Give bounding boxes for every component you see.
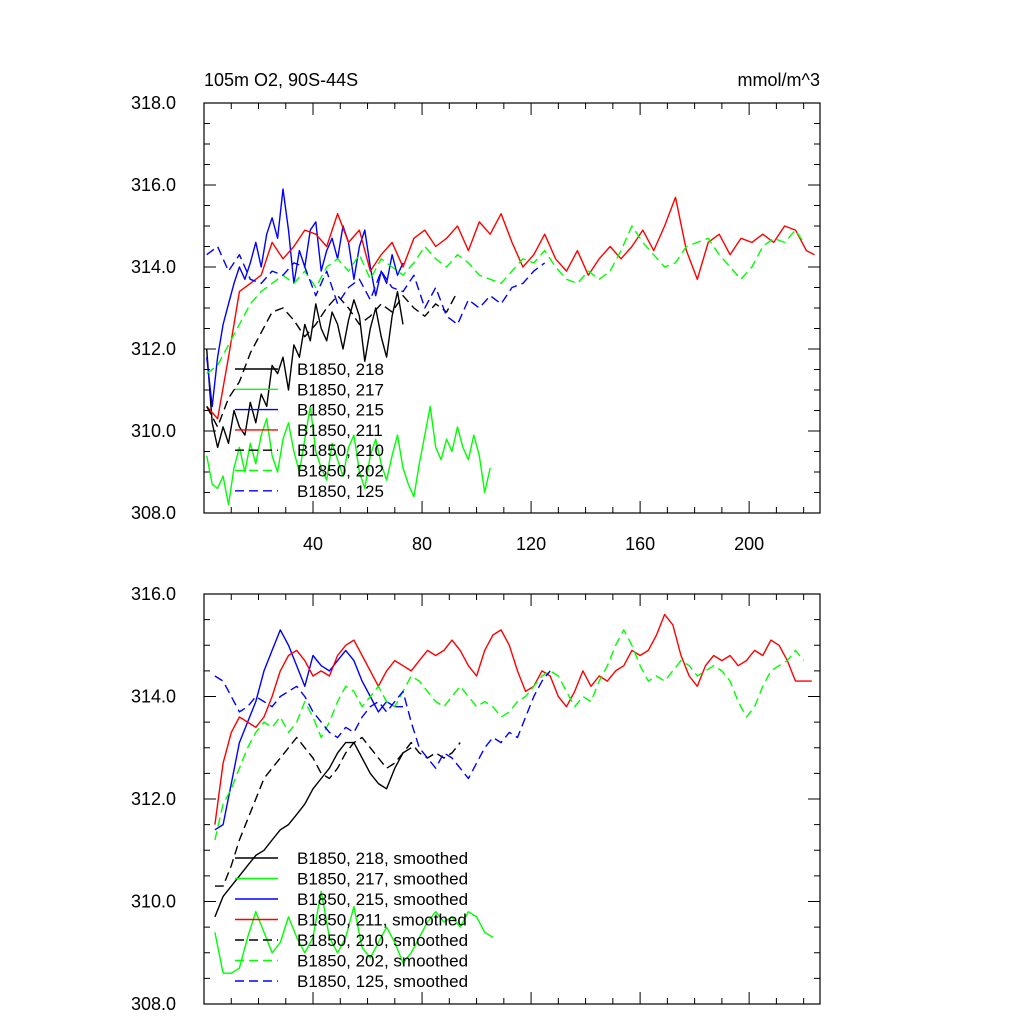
legend-label: B1850, 125 — [297, 482, 384, 501]
legend-label: B1850, 125, smoothed — [297, 972, 468, 991]
series-line-b1850-125 — [206, 245, 546, 326]
y-tick-label: 314.0 — [131, 257, 176, 277]
series-line-b1850-215-smoothed — [214, 629, 403, 831]
x-tick-label: 120 — [516, 534, 546, 554]
bottom-panel: 308.0 310.0 312.0 314.0 316.0 B1850, 218, sm… — [131, 584, 821, 1014]
y-tick-label: 308.0 — [131, 994, 176, 1014]
series-line-b1850-211 — [206, 196, 815, 420]
y-tick-label: 316.0 — [131, 584, 176, 604]
y-tick-label: 316.0 — [131, 175, 176, 195]
series-line-b1850-218 — [206, 290, 404, 449]
series-line-b1850-125-smoothed — [214, 670, 551, 780]
chart-title: 105m O2, 90S-44S — [204, 70, 358, 90]
y-tick-label: 310.0 — [131, 892, 176, 912]
y-tick-label: 312.0 — [131, 789, 176, 809]
series-line-b1850-211-smoothed — [214, 613, 812, 825]
legend-label: B1850, 210, smoothed — [297, 931, 468, 950]
legend-label: B1850, 210 — [297, 441, 384, 460]
y-tick-label: 314.0 — [131, 687, 176, 707]
legend-label: B1850, 215, smoothed — [297, 890, 468, 909]
legend-label: B1850, 218 — [297, 360, 384, 379]
legend-label: B1850, 202, smoothed — [297, 952, 468, 971]
legend-label: B1850, 211 — [297, 421, 383, 440]
series-line-b1850-217-smoothed — [214, 890, 494, 974]
y-tick-label: 308.0 — [131, 503, 176, 523]
legend-label: B1850, 202 — [297, 462, 384, 481]
series-line-b1850-202-smoothed — [214, 629, 805, 841]
units-label: mmol/m^3 — [738, 70, 820, 90]
legend-label: B1850, 211, smoothed — [297, 911, 467, 930]
series-line-b1850-202 — [206, 225, 805, 375]
legend-label: B1850, 215 — [297, 401, 384, 420]
legend-label: B1850, 217, smoothed — [297, 870, 468, 889]
series-line-b1850-210 — [206, 291, 459, 428]
legend-label: B1850, 217 — [297, 380, 384, 399]
series-line-b1850-217 — [206, 405, 491, 506]
series-line-b1850-210-smoothed — [214, 736, 461, 887]
y-tick-label: 310.0 — [131, 421, 176, 441]
legend-label: B1850, 218, smoothed — [297, 849, 468, 868]
x-tick-label: 80 — [412, 534, 432, 554]
top-panel: 105m O2, 90S-44S mmol/m^3 40 80 120 160 200 3… — [131, 70, 821, 554]
x-tick-label: 160 — [625, 534, 655, 554]
y-tick-label: 318.0 — [131, 93, 176, 113]
y-tick-label: 312.0 — [131, 339, 176, 359]
series-line-b1850-218-smoothed — [214, 741, 412, 918]
x-tick-label: 200 — [734, 534, 764, 554]
x-tick-label: 40 — [303, 534, 323, 554]
